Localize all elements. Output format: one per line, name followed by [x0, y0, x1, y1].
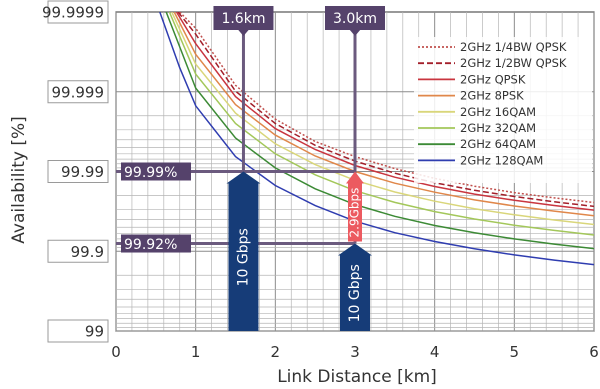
y-tick-box: [47, 80, 109, 104]
y-tick-label: 99.9: [71, 243, 104, 261]
annotations: 99.99% 99.92% 1.6km 3.0km 10 Gbps 2.9Gbps 10 G…: [116, 6, 385, 331]
series-line: [175, 12, 594, 211]
x-tick-label: 3: [350, 343, 360, 361]
series-line: [168, 12, 594, 236]
legend-entry: 2GHz 64QAM: [460, 137, 536, 151]
x-tick-label: 6: [589, 343, 599, 361]
y-axis-title: Availability [%]: [9, 116, 29, 243]
y-tick-label: 99.99: [61, 163, 104, 181]
legend-entry: 2GHz 32QAM: [460, 121, 536, 135]
legend-entry: 2GHz QPSK: [460, 72, 526, 86]
legend-entry: 2GHz 1/2BW QPSK: [460, 56, 567, 70]
x-tick-label: 4: [430, 343, 440, 361]
legend-entry: 2GHz 8PSK: [460, 89, 524, 103]
axes: 0 1 2 3 4 5 6 99 99.9 99.99 99.999 99.9999: [42, 0, 599, 361]
capacity-arrow: [346, 171, 364, 242]
level-label-box: [121, 162, 191, 181]
marker-pointer: [237, 29, 250, 36]
series-line: [179, 12, 594, 204]
marker-label: 3.0km: [333, 11, 377, 27]
marker-label: 1.6km: [221, 11, 265, 27]
capacity-arrow-label: 10 Gbps: [235, 228, 251, 286]
marker-label-box: [325, 6, 385, 30]
series-line: [173, 12, 594, 217]
x-tick-label: 1: [191, 343, 201, 361]
series-line: [165, 12, 594, 250]
y-tick-box: [47, 319, 109, 343]
y-tick-box: [47, 0, 109, 24]
level-label: 99.99%: [124, 165, 177, 181]
legend-entry: 2GHz 1/4BW QPSK: [460, 40, 567, 54]
y-tick-box: [47, 160, 109, 183]
legend-entry: 2GHz 16QAM: [460, 105, 536, 119]
marker-label-box: [213, 6, 274, 30]
series-line: [171, 12, 594, 226]
legend-entry: 2GHz 128QAM: [460, 153, 543, 167]
capacity-arrow: [338, 243, 372, 331]
legend-box: [414, 37, 592, 183]
capacity-arrow-label: 2.9Gbps: [348, 188, 362, 238]
y-tick-label: 99.999: [52, 83, 105, 101]
level-label: 99.92%: [124, 237, 177, 253]
capacity-arrow: [226, 171, 261, 331]
legend: 2GHz 1/4BW QPSK 2GHz 1/2BW QPSK 2GHz QPSK 2…: [414, 37, 592, 183]
level-label-box: [121, 234, 191, 253]
capacity-arrow-label: 10 Gbps: [347, 264, 363, 322]
x-tick-label: 5: [510, 343, 520, 361]
x-axis-title: Link Distance [km]: [277, 367, 437, 387]
marker-pointer: [349, 29, 361, 36]
series-line: [177, 12, 594, 208]
y-tick-label: 99: [85, 323, 104, 341]
x-tick-label: 2: [271, 343, 281, 361]
x-tick-label: 0: [111, 343, 121, 361]
y-tick-label: 99.9999: [42, 4, 104, 22]
y-tick-box: [47, 239, 109, 263]
